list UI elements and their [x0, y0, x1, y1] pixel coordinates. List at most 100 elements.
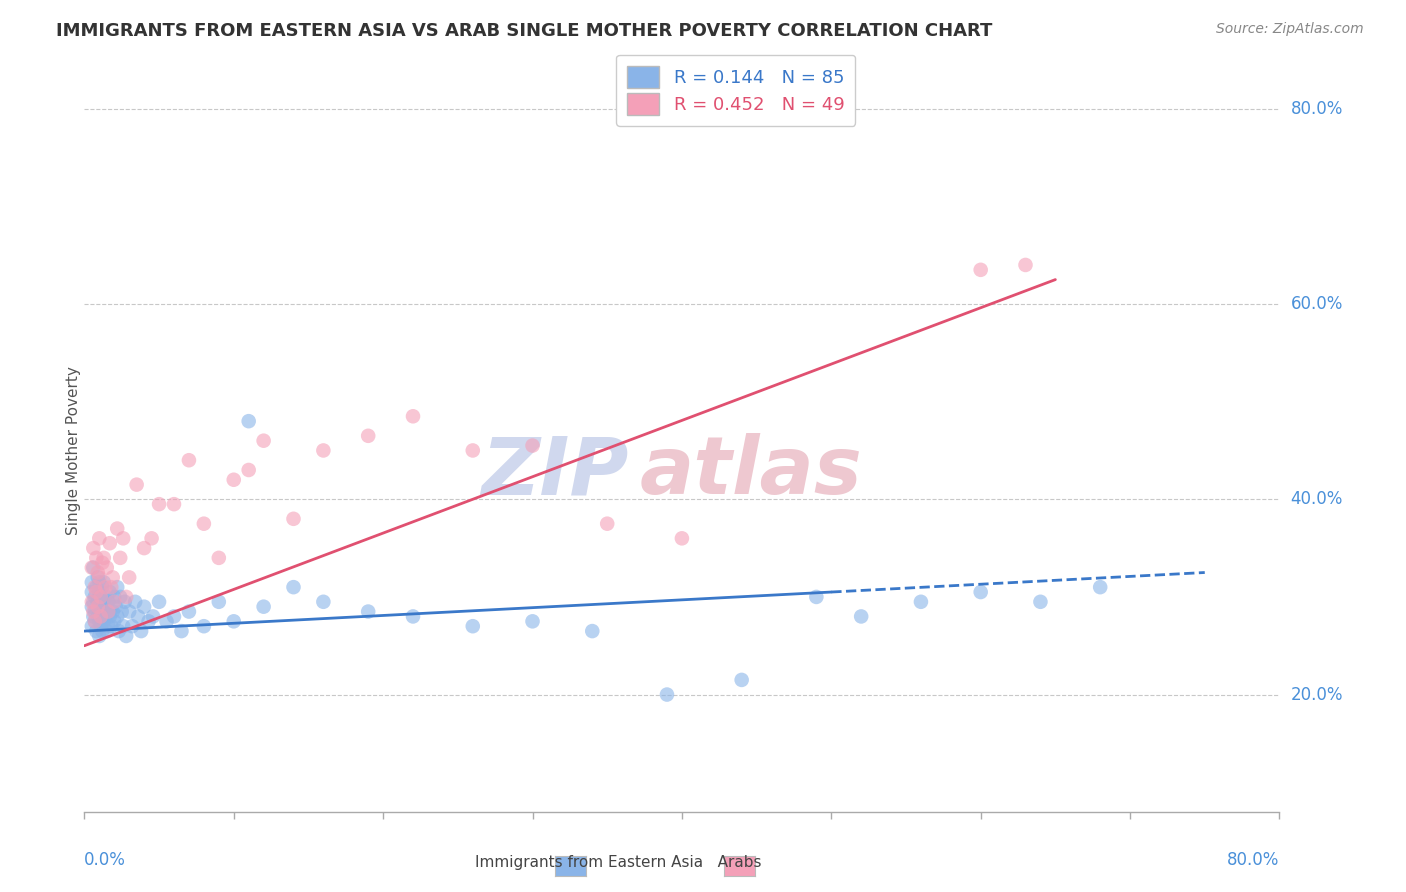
Point	[96, 590, 118, 604]
Point	[141, 532, 163, 546]
Point	[80, 560, 103, 574]
Point	[100, 580, 122, 594]
Point	[132, 541, 156, 555]
Point	[177, 453, 200, 467]
Point	[89, 570, 111, 584]
Point	[461, 443, 484, 458]
Point	[90, 619, 112, 633]
Point	[148, 497, 170, 511]
Point	[80, 619, 103, 633]
Point	[80, 575, 103, 590]
Point	[115, 629, 138, 643]
Point	[283, 580, 305, 594]
Point	[96, 605, 118, 619]
Point	[103, 615, 125, 629]
Point	[101, 570, 124, 584]
Point	[129, 624, 152, 639]
Point	[87, 599, 110, 614]
Text: atlas: atlas	[640, 434, 863, 511]
Point	[170, 624, 193, 639]
Point	[93, 550, 115, 565]
Point	[238, 414, 260, 428]
Point	[731, 673, 754, 687]
Point	[581, 624, 603, 639]
Point	[127, 609, 149, 624]
Point	[193, 516, 215, 531]
Point	[1014, 258, 1036, 272]
Point	[82, 605, 104, 619]
Point	[655, 688, 678, 702]
Point	[222, 473, 245, 487]
Point	[80, 585, 103, 599]
Text: 80.0%: 80.0%	[1227, 851, 1279, 869]
Point	[86, 585, 108, 599]
Point	[93, 595, 115, 609]
Point	[89, 629, 111, 643]
Text: 80.0%: 80.0%	[1291, 100, 1343, 118]
Point	[83, 580, 105, 594]
Point	[83, 615, 105, 629]
Point	[87, 595, 110, 609]
Point	[522, 439, 544, 453]
Point	[112, 532, 135, 546]
Point	[83, 590, 105, 604]
Point	[96, 560, 118, 574]
Point	[142, 609, 165, 624]
Text: 20.0%: 20.0%	[1291, 686, 1343, 704]
Point	[1029, 595, 1052, 609]
Point	[89, 599, 111, 614]
Text: ZIP: ZIP	[481, 434, 628, 511]
Point	[177, 605, 200, 619]
Point	[91, 624, 114, 639]
Text: Source: ZipAtlas.com: Source: ZipAtlas.com	[1216, 22, 1364, 37]
Point	[103, 595, 125, 609]
Point	[89, 575, 111, 590]
Point	[93, 615, 115, 629]
Point	[80, 595, 103, 609]
Y-axis label: Single Mother Poverty: Single Mother Poverty	[66, 366, 80, 535]
Point	[82, 595, 104, 609]
Point	[96, 624, 118, 639]
Point	[86, 580, 108, 594]
Point	[91, 580, 114, 594]
Point	[93, 575, 115, 590]
Point	[82, 541, 104, 555]
Point	[87, 609, 110, 624]
Point	[89, 585, 111, 599]
Point	[90, 590, 112, 604]
Point	[596, 516, 619, 531]
Text: Arabs: Arabs	[703, 855, 762, 870]
Point	[104, 599, 127, 614]
Point	[111, 605, 134, 619]
Point	[100, 599, 122, 614]
Point	[90, 605, 112, 619]
Point	[110, 590, 132, 604]
Point	[402, 409, 425, 424]
Point	[402, 609, 425, 624]
Text: IMMIGRANTS FROM EASTERN ASIA VS ARAB SINGLE MOTHER POVERTY CORRELATION CHART: IMMIGRANTS FROM EASTERN ASIA VS ARAB SIN…	[56, 22, 993, 40]
Point	[125, 477, 148, 491]
Point	[312, 443, 335, 458]
Legend: R = 0.144   N = 85, R = 0.452   N = 49: R = 0.144 N = 85, R = 0.452 N = 49	[616, 55, 855, 126]
Point	[253, 434, 276, 448]
Point	[97, 619, 120, 633]
Point	[82, 609, 104, 624]
Point	[98, 536, 121, 550]
Point	[82, 560, 104, 574]
Point	[97, 595, 120, 609]
Point	[312, 595, 335, 609]
Point	[90, 595, 112, 609]
Point	[87, 570, 110, 584]
Point	[357, 429, 380, 443]
Text: 0.0%: 0.0%	[84, 851, 127, 869]
Point	[115, 590, 138, 604]
Point	[87, 566, 110, 580]
Point	[80, 599, 103, 614]
Point	[98, 585, 121, 599]
Point	[105, 609, 128, 624]
Point	[107, 624, 129, 639]
Point	[94, 609, 117, 624]
Point	[112, 619, 135, 633]
Text: 60.0%: 60.0%	[1291, 295, 1343, 313]
Point	[522, 615, 544, 629]
